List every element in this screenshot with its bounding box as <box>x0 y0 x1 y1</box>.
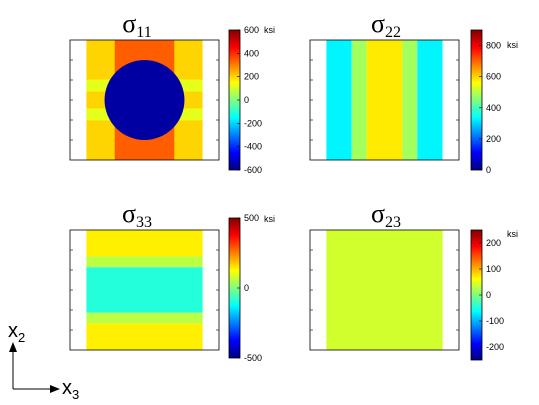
colorbar-unit-sigma-11: ksi <box>264 25 275 35</box>
coordinate-axes-key: x2 x3 <box>8 320 79 402</box>
sigma-33-field-row-1 <box>70 256 219 268</box>
x3-arrowhead-icon <box>50 385 60 393</box>
sigma-11-field-column-0 <box>70 40 87 160</box>
x2-arrowhead-icon <box>9 342 17 352</box>
sigma-22-colorbar-tick-label: 0 <box>486 165 491 175</box>
sigma-33-field-row-0 <box>70 230 219 257</box>
sigma-22-field-column-3 <box>366 40 403 160</box>
sigma-23-field-column-1 <box>442 230 459 350</box>
sigma-11-colorbar-tick-label: -400 <box>244 142 262 152</box>
sigma-11-colorbar-tick-label: 400 <box>244 48 259 58</box>
sigma-22-colorbar-tick-label: 400 <box>486 103 501 113</box>
panel-sigma-22: σ22 800 600 400 200 0 ksi <box>309 9 518 175</box>
sigma-22-field-column-5 <box>417 40 443 160</box>
sigma-33-field-row-2 <box>70 267 219 313</box>
sigma-22-field-column-2 <box>351 40 367 160</box>
colorbar-unit-sigma-22: ksi <box>507 40 518 50</box>
panel-title-sigma-23: σ23 <box>371 199 401 231</box>
panel-sigma-33: σ33 500 0 -500 ksi <box>69 199 275 363</box>
sigma-11-colorbar-tick-label: -600 <box>244 165 262 175</box>
x3-axis-label: x3 <box>62 377 79 402</box>
sigma-11-colorbar-tick-label: 200 <box>244 72 259 82</box>
sigma-11-colorbar-tick-label: 600 <box>244 25 259 35</box>
heatmap-sigma-11 <box>69 39 220 161</box>
sigma-22-colorbar-gradient <box>470 29 483 171</box>
panel-title-sigma-11: σ11 <box>122 9 151 41</box>
sigma-22-field-column-6 <box>442 40 459 160</box>
sigma-11-field-column-1 <box>202 40 219 160</box>
panel-sigma-23: σ23 200 100 0 -100 -200 ksi <box>309 199 518 361</box>
sigma-23-colorbar-tick-label: 0 <box>486 290 491 300</box>
sigma-22-field-column-0 <box>310 40 327 160</box>
sigma-11-colorbar-tick-label: 0 <box>244 95 249 105</box>
sigma-33-colorbar-tick-label: 500 <box>244 213 259 223</box>
sigma-11-colorbar-tick-label: -200 <box>244 118 262 128</box>
sigma-22-colorbar-tick-label: 600 <box>486 72 501 82</box>
sigma-33-field-column-1 <box>202 230 219 350</box>
sigma-23-colorbar-tick-label: -200 <box>486 342 504 352</box>
sigma-33-field-row-3 <box>70 312 219 324</box>
sigma-23-field-column-0 <box>310 230 327 350</box>
sigma-23-colorbar-tick-label: 200 <box>486 238 501 248</box>
sigma-22-colorbar-tick-label: 800 <box>486 41 501 51</box>
colorbar-unit-sigma-33: ksi <box>264 214 275 224</box>
sigma-33-field-row-4 <box>70 323 219 350</box>
panel-title-sigma-22: σ22 <box>371 9 401 41</box>
sigma-22-colorbar-tick-label: 200 <box>486 134 501 144</box>
colorbar-sigma-33: 500 0 -500 <box>228 213 262 363</box>
sigma-23-colorbar-tick-label: 100 <box>486 264 501 274</box>
colorbar-sigma-11: 600 400 200 0 -200 -400 -600 <box>228 25 262 175</box>
sigma-11-inclusion <box>104 60 185 140</box>
sigma-33-colorbar-tick-label: -500 <box>244 353 262 363</box>
panel-sigma-11: σ11 600 400 200 0 -200 -400 -600 ksi <box>69 9 275 175</box>
sigma-22-field-column-1 <box>326 40 352 160</box>
colorbar-sigma-22: 800 600 400 200 0 <box>470 29 501 175</box>
x2-axis-label: x2 <box>8 320 25 345</box>
sigma-33-colorbar-tick-label: 0 <box>244 283 249 293</box>
heatmap-sigma-23 <box>309 229 460 351</box>
sigma-33-field-column-0 <box>70 230 87 350</box>
colorbar-unit-sigma-23: ksi <box>507 229 518 239</box>
colorbar-sigma-23: 200 100 0 -100 -200 <box>470 229 504 361</box>
sigma-23-field-background <box>310 230 459 350</box>
heatmap-sigma-33 <box>69 229 220 351</box>
sigma-23-colorbar-tick-label: -100 <box>486 316 504 326</box>
heatmap-sigma-22 <box>309 39 460 161</box>
sigma-22-field-column-4 <box>402 40 418 160</box>
panel-title-sigma-33: σ33 <box>122 199 152 231</box>
